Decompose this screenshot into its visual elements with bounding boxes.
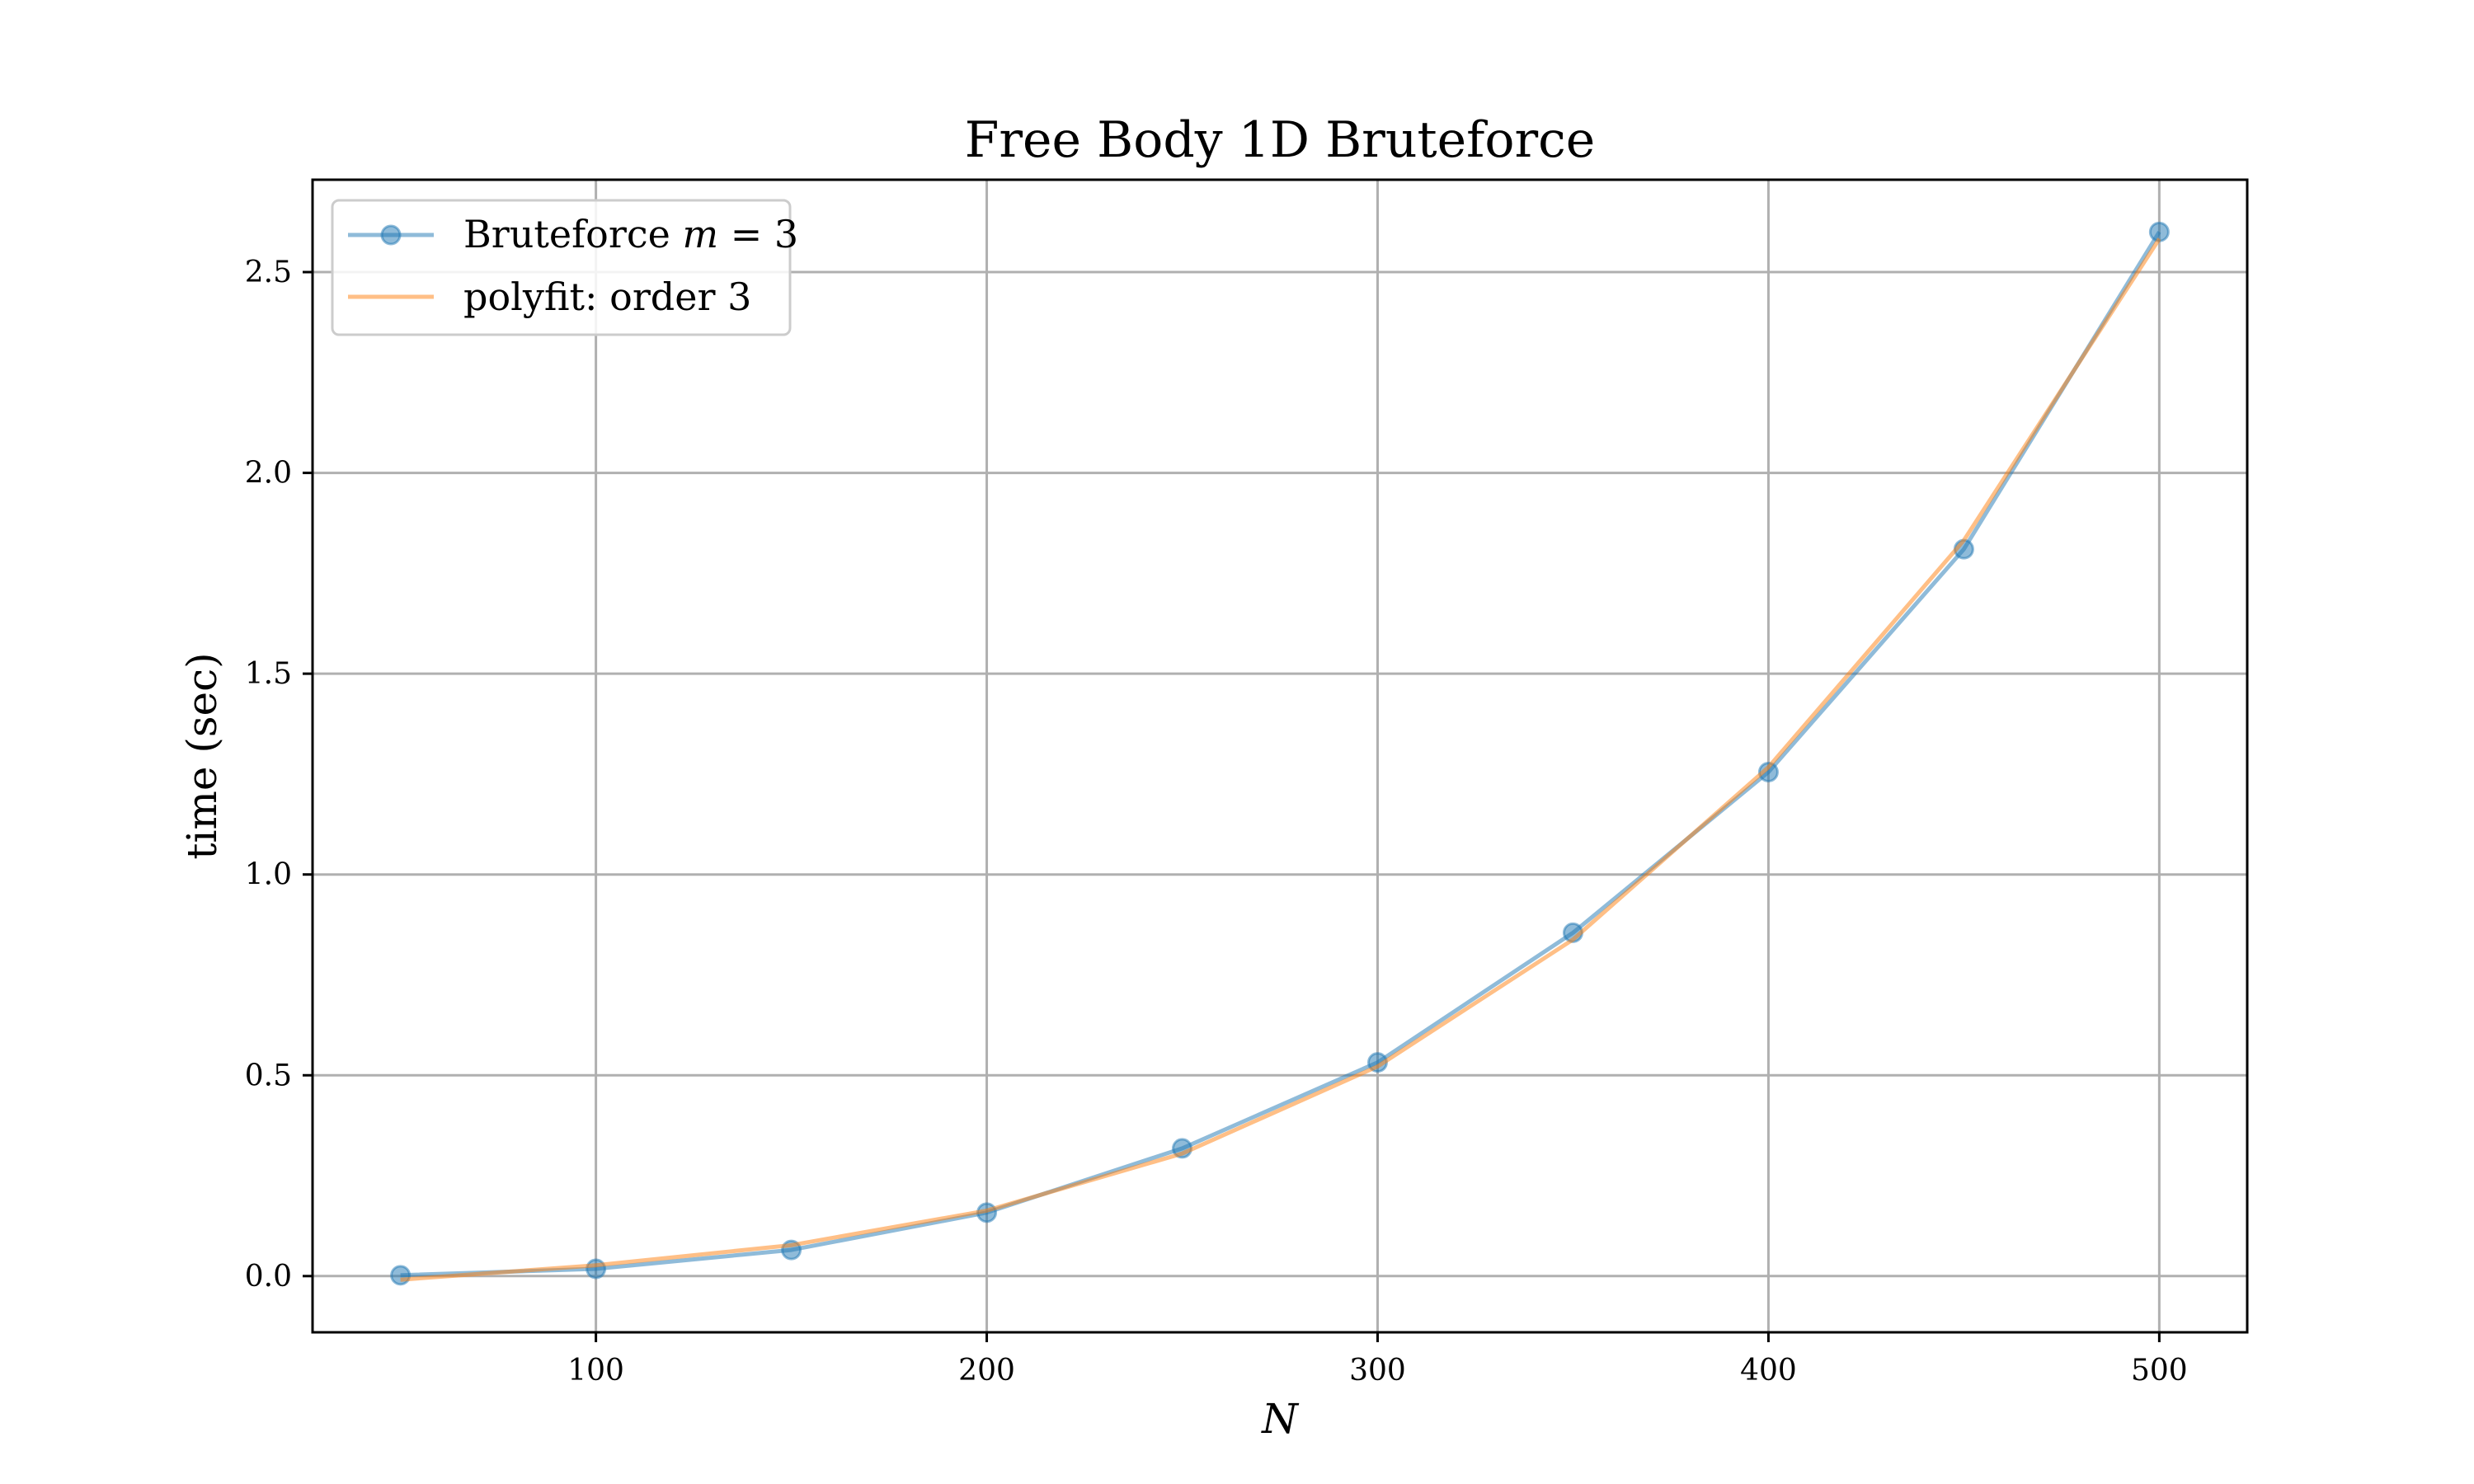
legend-label-bruteforce-var: m [682,212,718,256]
y-tick-label: 1.5 [245,657,292,691]
x-tick-label: 400 [1740,1354,1797,1388]
y-tick-label: 2.0 [245,457,292,491]
legend-box [331,199,792,336]
plot-lines [390,221,2170,1286]
plot-frame [311,178,2249,1334]
y-tick-label: 2.5 [245,256,292,289]
y-tick-label: 0.5 [245,1059,292,1092]
x-axis-label: N [1261,1395,1300,1443]
y-tick-label: 0.0 [245,1260,292,1294]
grid [313,180,2247,1332]
x-tick-label: 500 [2131,1354,2188,1388]
x-tick-label: 200 [958,1354,1015,1388]
y-tick-label: 1.0 [245,858,292,892]
x-ticks: 100 200 300 400 500 [567,1332,2188,1388]
series-line-polyfit [400,237,2161,1282]
y-ticks: 0.0 0.5 1.0 1.5 2.0 2.5 [245,256,313,1294]
legend: Bruteforce m = 3 polyfit: order 3 [331,199,798,336]
y-axis-label: time (sec) [178,652,226,859]
data-point-bruteforce [1757,761,1779,782]
legend-label-bruteforce-part2: = 3 [718,212,798,256]
x-tick-label: 300 [1349,1354,1406,1388]
data-point-bruteforce [2148,221,2170,242]
series-line-bruteforce [400,230,2161,1278]
x-tick-label: 100 [567,1354,624,1388]
data-point-bruteforce [390,1265,412,1286]
legend-label-bruteforce-part1: Bruteforce [463,212,682,256]
legend-marker-bruteforce [380,224,402,246]
legend-label-polyfit: polyfit: order 3 [463,275,751,319]
data-point-bruteforce [586,1258,607,1280]
legend-label-bruteforce: Bruteforce m = 3 [463,212,798,256]
chart-title: Free Body 1D Bruteforce [965,111,1596,169]
